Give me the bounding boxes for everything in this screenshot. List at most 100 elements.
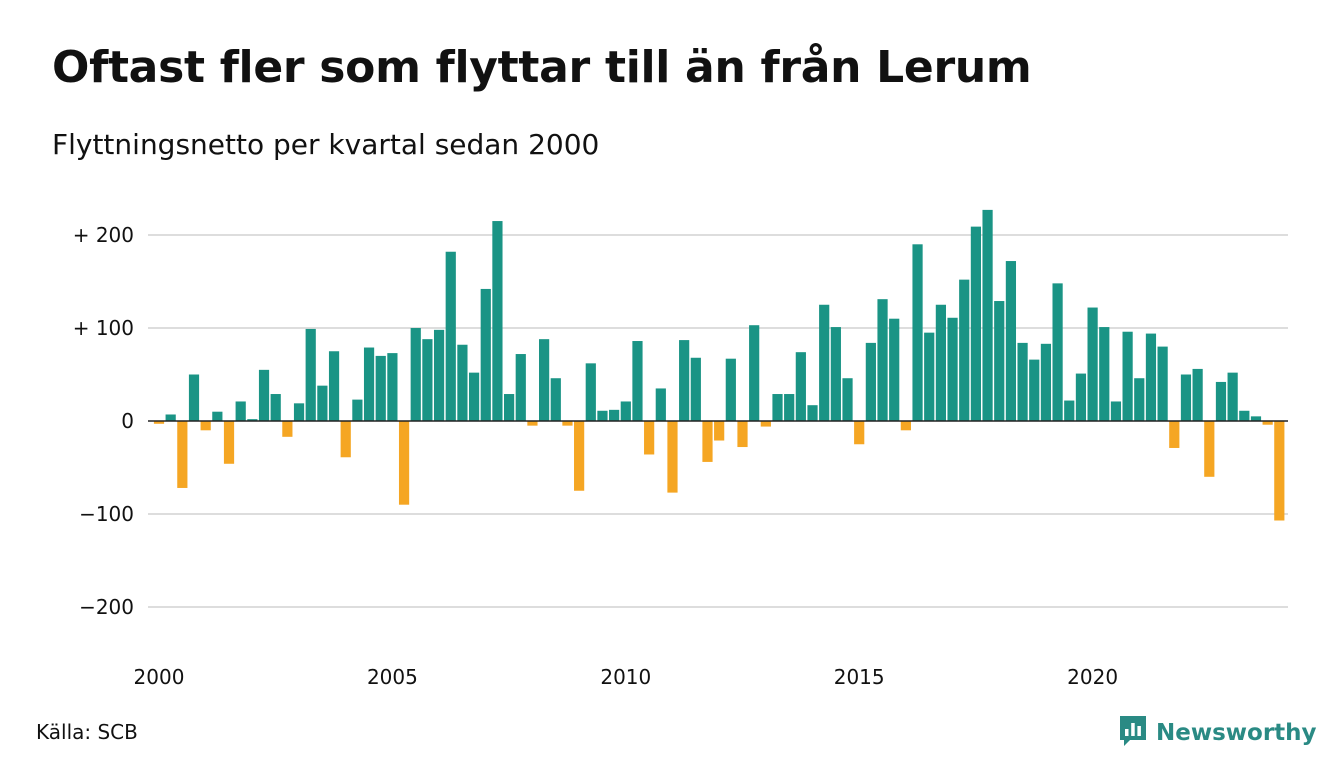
bar	[200, 421, 211, 431]
bar	[819, 304, 830, 421]
gridlines	[148, 234, 1288, 608]
bar	[690, 357, 701, 421]
bar	[1134, 378, 1145, 421]
bar	[1157, 346, 1168, 421]
bar	[994, 301, 1005, 421]
newsworthy-chart-bubble-icon	[1118, 714, 1148, 752]
brand-name: Newsworthy	[1156, 720, 1317, 746]
y-tick-label: + 100	[73, 316, 134, 340]
bar	[177, 421, 188, 488]
x-tick-label: 2000	[134, 665, 185, 689]
bar	[632, 341, 643, 421]
y-tick-label: + 200	[73, 223, 134, 247]
bar	[153, 421, 165, 424]
x-tick-label: 2015	[834, 665, 885, 689]
bar	[772, 394, 783, 421]
bar	[679, 340, 690, 421]
bar	[1064, 400, 1075, 421]
x-tick-label: 2020	[1067, 665, 1118, 689]
bar	[247, 419, 258, 421]
bar	[212, 411, 223, 421]
bar	[352, 399, 363, 421]
bar	[597, 410, 608, 421]
bar	[433, 329, 445, 421]
bar	[1204, 421, 1215, 477]
bar	[1040, 343, 1052, 421]
bar	[889, 318, 900, 421]
bar	[912, 244, 923, 421]
bar	[270, 394, 281, 421]
bar	[457, 344, 468, 421]
bar	[1239, 410, 1250, 421]
bar	[1227, 372, 1238, 421]
y-axis-ticks: + 200 + 100 0 −100 −200	[73, 223, 134, 619]
x-tick-label: 2010	[600, 665, 651, 689]
bar	[258, 369, 270, 421]
chart-subtitle: Flyttningsnetto per kvartal sedan 2000	[52, 128, 600, 161]
x-tick-label: 2005	[367, 665, 418, 689]
bar	[422, 339, 433, 421]
bar	[282, 421, 293, 437]
bar	[900, 421, 911, 431]
bar	[293, 403, 305, 421]
bar	[585, 363, 596, 421]
bar	[959, 279, 970, 421]
bar	[363, 347, 375, 421]
bar	[223, 421, 235, 464]
bar	[760, 421, 771, 427]
bar	[947, 317, 958, 421]
bar	[165, 414, 176, 421]
y-tick-label: −100	[79, 502, 134, 526]
bar	[644, 421, 655, 455]
bar	[515, 354, 526, 421]
bar	[445, 251, 456, 421]
bar	[1029, 359, 1040, 421]
bar	[562, 421, 573, 426]
source-note: Källa: SCB	[36, 720, 138, 744]
bar	[1005, 261, 1017, 421]
bar	[550, 378, 561, 421]
x-axis-ticks: 2000 2005 2010 2015 2020	[134, 665, 1119, 689]
bar	[655, 388, 666, 421]
bar	[784, 394, 795, 421]
bar	[702, 421, 713, 462]
bar	[924, 332, 935, 421]
bar	[877, 299, 888, 421]
bar	[714, 421, 725, 441]
bar	[749, 325, 760, 421]
bar	[1192, 368, 1203, 421]
bar	[410, 328, 421, 421]
bar	[830, 327, 841, 421]
bar	[1250, 416, 1262, 421]
bar	[795, 352, 806, 421]
bar	[1052, 283, 1063, 421]
chart-title: Oftast fler som flyttar till än från Ler…	[52, 42, 1032, 93]
bar	[667, 421, 678, 493]
bar	[1110, 401, 1122, 421]
bar	[620, 401, 631, 421]
bar	[1099, 327, 1110, 421]
y-tick-label: 0	[121, 409, 134, 433]
bar	[854, 421, 865, 445]
bar	[1017, 342, 1028, 421]
bar	[1122, 331, 1133, 421]
bar	[1075, 373, 1087, 421]
bar	[609, 409, 620, 421]
bar	[935, 304, 946, 421]
bar	[235, 401, 246, 421]
bar	[539, 339, 550, 421]
bar	[1215, 381, 1227, 421]
bar	[574, 421, 585, 491]
bar	[737, 421, 748, 448]
bar	[468, 372, 480, 421]
bar	[725, 358, 736, 421]
bar	[1087, 307, 1098, 421]
bar	[1169, 421, 1180, 448]
bar	[188, 374, 200, 421]
bar	[807, 405, 818, 421]
bar	[865, 342, 876, 421]
bar	[317, 385, 328, 421]
bar	[305, 328, 316, 421]
bar	[970, 226, 981, 421]
